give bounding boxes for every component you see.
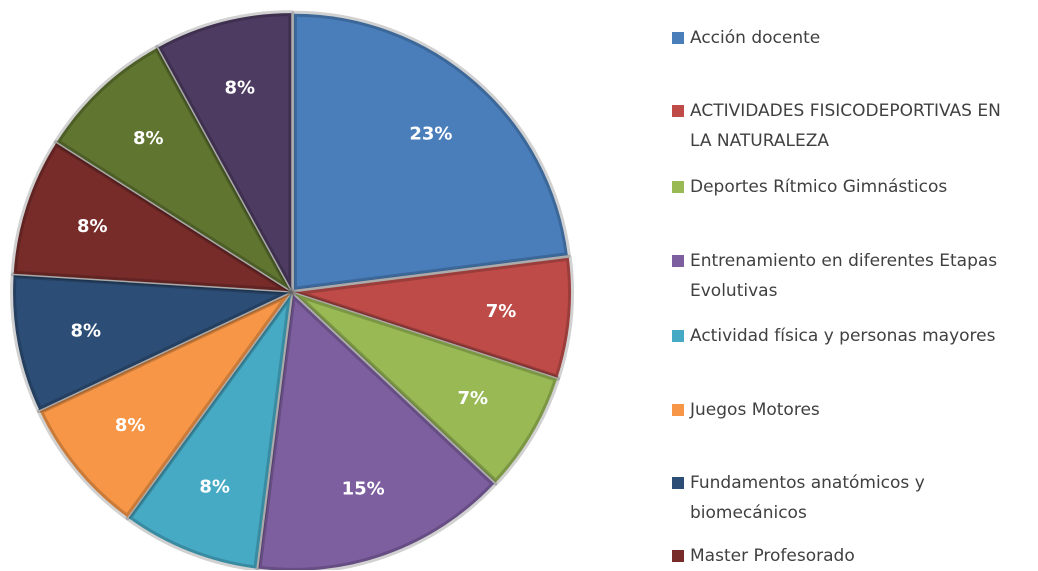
legend-item: Fundamentos anatómicos y biomecánicos [672, 468, 1032, 528]
slice-label: 7% [486, 301, 517, 322]
legend-item: Deportes Rítmico Gimnásticos [672, 172, 1032, 202]
pie-slice [291, 254, 574, 381]
legend-label: Juegos Motores [690, 400, 820, 420]
legend-label: ACTIVIDADES FISICODEPORTIVAS EN LA NATUR… [690, 101, 1001, 151]
slice-label: 7% [457, 388, 488, 409]
legend-swatch [672, 477, 684, 489]
legend-label: Actividad física y personas mayores [690, 326, 996, 346]
pie-slice [53, 44, 293, 293]
pie-slice [125, 291, 294, 570]
pie-slice [10, 272, 293, 414]
legend-item: Acción docente [672, 23, 1032, 53]
slice-label: 8% [115, 415, 146, 436]
legend-item: Juegos Motores [672, 395, 1032, 425]
legend-swatch [672, 404, 684, 416]
pie-slice [291, 290, 561, 486]
legend-item: Entrenamiento en diferentes Etapas Evolu… [672, 246, 1032, 306]
legend-label: Acción docente [690, 28, 821, 48]
slice-label: 8% [224, 78, 255, 99]
pie-chart: 23% 7% 7% 15% 8% 8% 8% 8% 8% 8% [10, 10, 574, 570]
slice-label: 8% [70, 320, 101, 341]
pie-slice [10, 140, 293, 295]
legend-label: Deportes Rítmico Gimnásticos [690, 177, 948, 197]
legend-item: Actividad física y personas mayores [672, 321, 1032, 351]
slice-label: 8% [133, 128, 164, 149]
slice-label: 8% [199, 476, 230, 497]
pie-slice [155, 10, 295, 293]
slice-label: 15% [342, 479, 385, 500]
legend-swatch [672, 255, 684, 267]
legend-swatch [672, 32, 684, 44]
pie-slice [255, 291, 498, 570]
legend-item: Master Profesorado [672, 541, 1032, 571]
legend-swatch [672, 105, 684, 117]
legend-swatch [672, 330, 684, 342]
slice-label: 23% [409, 123, 452, 144]
legend-label: Master Profesorado [690, 546, 855, 566]
slice-label: 8% [77, 216, 108, 237]
legend-swatch [672, 181, 684, 193]
legend-label: Fundamentos anatómicos y biomecánicos [690, 473, 925, 523]
legend-swatch [672, 550, 684, 562]
legend-label: Entrenamiento en diferentes Etapas Evolu… [690, 251, 998, 301]
pie-slice [290, 10, 571, 293]
legend-item: ACTIVIDADES FISICODEPORTIVAS EN LA NATUR… [672, 96, 1032, 156]
pie-slice [36, 290, 293, 521]
